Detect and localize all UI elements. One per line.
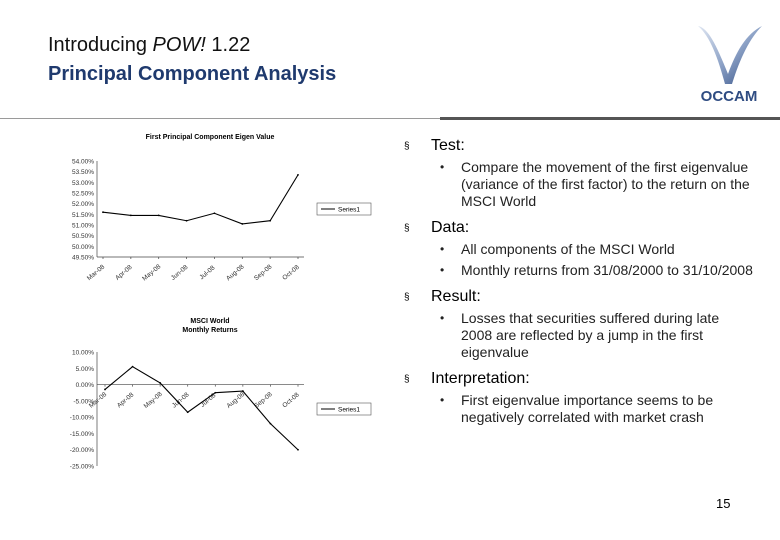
y-tick-label: 50.50% (72, 233, 94, 240)
square-bullet-icon: § (404, 223, 410, 234)
series1-point (297, 448, 299, 451)
series1-point (213, 212, 216, 215)
y-tick-label: 51.00% (72, 223, 94, 230)
square-bullet-icon: § (404, 141, 410, 152)
bullet-heading-text: Interpretation: (431, 370, 530, 387)
slide-subtitle: Principal Component Analysis (48, 63, 337, 85)
y-tick-label: 0.00% (76, 382, 95, 389)
eigenvalue-chart: First Principal Component Eigen Value 54.… (72, 134, 372, 283)
bullet-heading-text: Result: (431, 288, 481, 305)
series1-point (269, 219, 272, 222)
y-tick-label: 51.50% (72, 212, 94, 219)
header-divider-accent (440, 117, 780, 120)
logo-text: OCCAM (701, 88, 758, 104)
y-tick-label: -20.00% (70, 447, 94, 454)
occam-logo: OCCAM (698, 26, 762, 104)
y-tick-label: -25.00% (70, 464, 94, 471)
slide-title: Introducing POW! 1.22 (48, 34, 250, 57)
dot-bullet-icon: • (440, 393, 445, 407)
legend-label: Series1 (338, 207, 360, 214)
legend-box (316, 202, 372, 216)
series1-point (159, 382, 162, 384)
title-italic: POW! (152, 34, 206, 56)
x-tick-label: Aug-08 (225, 263, 246, 282)
bullet-subitem: • All components of the MSCI World (404, 241, 754, 258)
x-tick-label: Apr-08 (114, 264, 134, 282)
y-tick-label: 49.50% (72, 255, 94, 262)
bullet-heading: § Test: (404, 137, 754, 155)
series1-point (131, 365, 134, 368)
bullet-subitem: • Compare the movement of the first eigen… (404, 159, 754, 210)
series1-point (297, 173, 299, 176)
bullet-subitem-text: Monthly returns from 31/08/2000 to 31/10… (461, 262, 753, 278)
legend-label: Series1 (338, 407, 360, 414)
y-tick-label: 54.00% (72, 159, 94, 166)
dot-bullet-icon: • (440, 160, 445, 174)
series1-point (185, 219, 188, 222)
logo-v-mark (698, 26, 762, 84)
series1-point (129, 214, 132, 217)
x-tick-label: May-08 (141, 263, 162, 283)
dot-bullet-icon: • (440, 311, 445, 325)
title-prefix: Introducing (48, 34, 153, 56)
dot-bullet-icon: • (440, 263, 445, 277)
bullet-subitem-text: First eigenvalue importance seems to be … (461, 392, 714, 425)
x-tick-label: Jun-08 (171, 391, 191, 409)
chart-title: First Principal Component Eigen Value (146, 134, 275, 141)
x-tick-label: Jul-08 (198, 264, 216, 281)
chart-title: MSCI World (190, 318, 229, 325)
page-number: 15 (716, 496, 731, 511)
x-tick-label: Jul-08 (199, 392, 217, 409)
bullet-heading: § Result: (404, 288, 754, 306)
y-tick-label: 52.00% (72, 201, 94, 208)
series1-point (214, 391, 217, 394)
bullet-subitem-text: Compare the movement of the first eigenv… (461, 159, 750, 209)
x-tick-label: Oct-08 (281, 391, 301, 409)
title-suffix: 1.22 (205, 34, 251, 56)
series1-point (104, 388, 106, 391)
y-tick-label: -5.00% (73, 398, 94, 405)
x-tick-label: Mar-08 (86, 263, 107, 282)
msci-returns-chart: MSCI World Monthly Returns 10.00% 5.00% 0.00… (70, 318, 372, 471)
y-tick-label: -10.00% (70, 415, 94, 422)
y-tick-label: 52.50% (72, 191, 94, 198)
series1-point (241, 223, 244, 225)
x-tick-label: Oct-08 (281, 264, 301, 282)
y-tick-label: 53.50% (72, 169, 94, 176)
series1-point (102, 211, 104, 214)
bullet-list: § Test: • Compare the movement of the first… (404, 128, 754, 426)
series1-point (186, 411, 189, 414)
square-bullet-icon: § (404, 292, 410, 303)
bullet-subitem: • Monthly returns from 31/08/2000 to 31/1… (404, 262, 754, 279)
x-tick-label: May-08 (143, 391, 164, 411)
series1-point (269, 422, 272, 425)
bullet-subitem-text: All components of the MSCI World (461, 241, 675, 257)
y-tick-label: 53.00% (72, 180, 94, 187)
x-tick-label: Aug-08 (226, 391, 247, 410)
chart-subtitle: Monthly Returns (182, 327, 237, 334)
y-tick-label: 50.00% (72, 244, 94, 251)
x-tick-label: Apr-08 (116, 391, 136, 409)
series1-point (157, 214, 160, 217)
bullet-heading: § Interpretation: (404, 370, 754, 388)
dot-bullet-icon: • (440, 242, 445, 256)
header-divider (0, 118, 780, 119)
x-tick-label: Sep-08 (253, 263, 274, 282)
y-tick-label: -15.00% (70, 431, 94, 438)
y-tick-label: 10.00% (72, 350, 94, 357)
bullet-heading: § Data: (404, 219, 754, 237)
bullet-subitem: • Losses that securities suffered during … (404, 310, 754, 361)
square-bullet-icon: § (404, 374, 410, 385)
bullet-subitem-text: Losses that securities suffered during l… (461, 310, 720, 360)
series1-line (102, 174, 299, 225)
series1-point (241, 390, 244, 392)
legend-box (316, 402, 372, 416)
bullet-heading-text: Data: (431, 219, 470, 236)
bullet-subitem: • First eigenvalue importance seems to be… (404, 392, 754, 426)
x-tick-label: Jun-08 (170, 264, 190, 282)
y-tick-label: 5.00% (76, 366, 95, 373)
bullet-heading-text: Test: (431, 137, 465, 154)
series1-line (104, 365, 299, 451)
